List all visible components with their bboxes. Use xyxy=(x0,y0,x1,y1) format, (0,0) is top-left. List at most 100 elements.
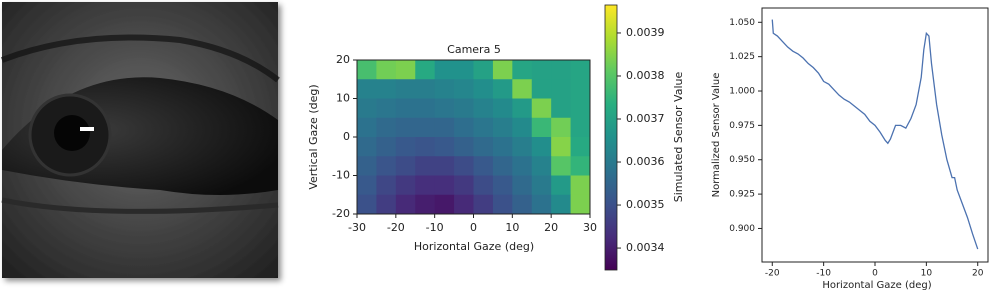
heatmap-cell xyxy=(415,79,436,99)
heatmap-title: Camera 5 xyxy=(447,43,501,56)
y-tick-label: 10 xyxy=(336,92,350,105)
colorbar-tick-label: 0.0034 xyxy=(626,241,665,254)
heatmap-cell xyxy=(473,175,494,196)
colorbar-tick-label: 0.0037 xyxy=(626,112,665,125)
heatmap-cell xyxy=(395,137,416,157)
heatmap-cell xyxy=(531,156,552,176)
heatmap-cell xyxy=(512,117,533,138)
heatmap-cell xyxy=(357,98,377,119)
heatmap-cell xyxy=(473,98,494,119)
eye-image xyxy=(0,2,280,278)
heatmap-cell xyxy=(492,98,513,119)
x-tick-label: -20 xyxy=(387,221,405,234)
heatmap-cell xyxy=(434,175,455,196)
colorbar xyxy=(604,4,618,271)
heatmap-cell xyxy=(415,175,436,196)
heatmap-cell xyxy=(551,137,571,157)
heatmap-cell xyxy=(531,137,552,157)
heatmap-cell xyxy=(570,156,591,176)
heatmap-cell xyxy=(512,98,533,119)
x-tick-label: 0 xyxy=(470,221,477,234)
heatmap-cell xyxy=(395,98,416,119)
y-tick-label: -10 xyxy=(332,169,350,182)
heatmap-cell xyxy=(454,79,474,99)
heatmap-cell xyxy=(395,175,416,196)
heatmap-cell xyxy=(570,194,591,215)
heatmap-cell xyxy=(357,137,377,157)
x-axis-label: Horizontal Gaze (deg) xyxy=(414,240,534,253)
y-axis-label: Normalized Sensor Value xyxy=(711,73,722,198)
heatmap-cell xyxy=(434,194,455,215)
heatmap-cell xyxy=(570,117,591,138)
heatmap-cell xyxy=(551,98,571,119)
heatmap-cell xyxy=(434,79,455,99)
charts: Camera 5 Horizontal Gaze (deg) Vertical … xyxy=(307,43,932,291)
heatmap-cell xyxy=(551,79,571,99)
heatmap-cell xyxy=(357,60,377,80)
heatmap-cell xyxy=(395,156,416,176)
heatmap-cell xyxy=(531,79,552,99)
x-tick-label: 20 xyxy=(544,221,558,234)
heatmap-cell xyxy=(415,60,436,80)
heatmap-cell xyxy=(434,98,455,119)
heatmap-cell xyxy=(531,98,552,119)
heatmap-cell xyxy=(415,98,436,119)
heatmap-cell xyxy=(473,79,494,99)
heatmap-cell xyxy=(570,79,591,99)
heatmap-cell xyxy=(454,156,474,176)
heatmap-cell xyxy=(376,137,397,157)
heatmap-cell xyxy=(415,137,436,157)
heatmap-cell xyxy=(570,60,591,80)
glint xyxy=(80,127,94,131)
heatmap-cell xyxy=(473,156,494,176)
y-tick-label: 0.925 xyxy=(729,190,755,200)
x-tick-label: -30 xyxy=(348,221,366,234)
heatmap-cell xyxy=(492,79,513,99)
y-tick-label: 1.050 xyxy=(729,18,755,28)
heatmap-cell xyxy=(492,194,513,215)
heatmap-cell xyxy=(415,156,436,176)
heatmap-cell xyxy=(415,194,436,215)
heatmap-cell xyxy=(473,194,494,215)
heatmap-cell xyxy=(376,156,397,176)
heatmap-cell xyxy=(434,60,455,80)
heatmap-cell xyxy=(551,117,571,138)
heatmap-cell xyxy=(473,117,494,138)
y-axis-label: Vertical Gaze (deg) xyxy=(307,84,320,189)
heatmap-cell xyxy=(512,60,533,80)
heatmap-cell xyxy=(376,175,397,196)
heatmap-cell xyxy=(531,60,552,80)
heatmap-cell xyxy=(357,194,377,215)
heatmap-cell xyxy=(357,79,377,99)
colorbar-label: Simulated Sensor Value xyxy=(672,72,685,203)
x-tick-label: -20 xyxy=(765,269,780,279)
x-tick-label: 20 xyxy=(972,269,984,279)
heatmap-cell xyxy=(395,194,416,215)
y-tick-label: 0.975 xyxy=(729,121,755,131)
heatmap-cell xyxy=(512,194,533,215)
heatmap-cell xyxy=(376,117,397,138)
lower-lid xyxy=(1,197,279,214)
colorbar-tick-label: 0.0038 xyxy=(626,69,665,82)
heatmap-cell xyxy=(434,137,455,157)
heatmap-cell xyxy=(492,156,513,176)
heatmap-cell xyxy=(492,60,513,80)
heatmap-cell xyxy=(570,175,591,196)
heatmap-cell xyxy=(454,194,474,215)
y-tick-label: -20 xyxy=(332,207,350,220)
heatmap-cell xyxy=(376,79,397,99)
y-tick-label: 0 xyxy=(343,130,350,143)
pupil xyxy=(54,115,90,151)
x-tick-label: -10 xyxy=(816,269,831,279)
heatmap-cell xyxy=(376,98,397,119)
x-tick-label: 10 xyxy=(505,221,519,234)
y-tick-label: 1.025 xyxy=(729,52,755,62)
heatmap-cell xyxy=(473,137,494,157)
x-tick-label: 30 xyxy=(583,221,597,234)
x-axis-label: Horizontal Gaze (deg) xyxy=(822,280,931,291)
heatmap-cell xyxy=(376,60,397,80)
y-tick-label: 0.950 xyxy=(729,155,755,165)
x-tick-label: 0 xyxy=(872,269,878,279)
data-line xyxy=(771,19,979,250)
heatmap-cell xyxy=(434,156,455,176)
